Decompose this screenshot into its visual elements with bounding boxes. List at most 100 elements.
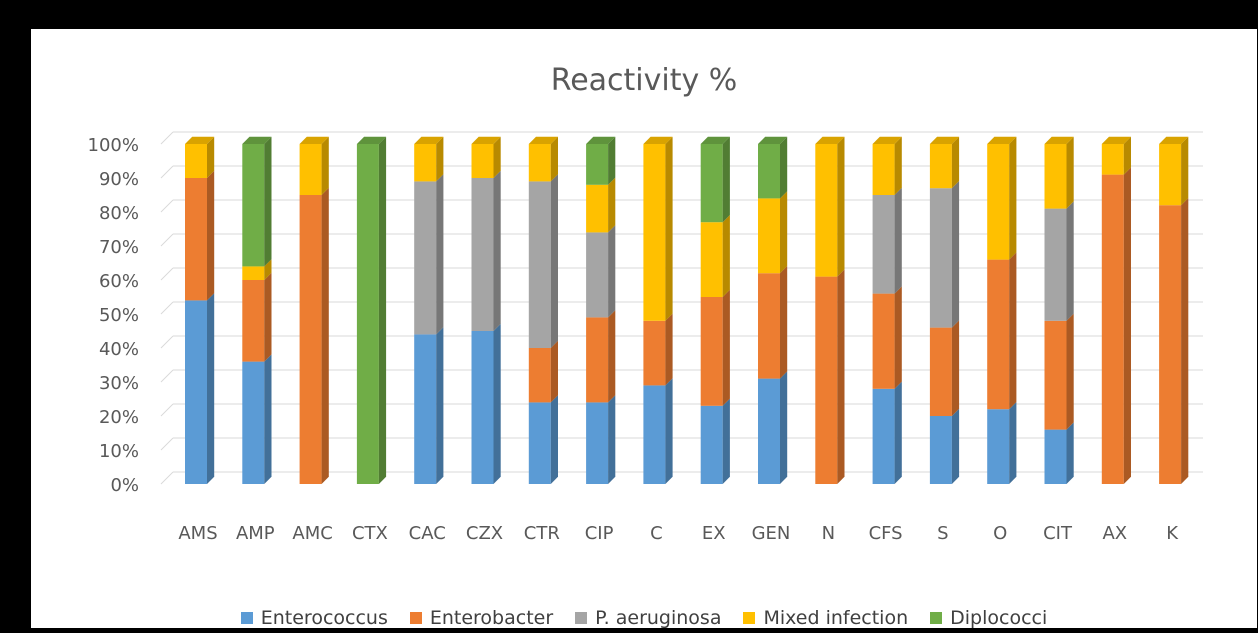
bar-segment	[414, 334, 437, 484]
bar-segment-top	[299, 136, 329, 144]
bar-segment	[700, 222, 723, 297]
bar-segment	[815, 276, 838, 484]
x-tick-label: O	[993, 523, 1007, 544]
bar-segment-top	[1101, 136, 1131, 144]
x-tick-label: CIP	[585, 523, 614, 544]
bar-segment-top	[987, 136, 1017, 144]
x-tick-label: S	[937, 523, 948, 544]
legend-item: Diplococci	[930, 607, 1047, 629]
bar-segment	[987, 144, 1010, 260]
bar-segment-top	[700, 136, 730, 144]
bar-segment	[643, 385, 666, 484]
x-tick-label: GEN	[752, 523, 791, 544]
bar-segment	[929, 416, 952, 484]
bar-segment	[758, 198, 780, 274]
bar-segment-side	[951, 408, 960, 484]
gridline-slant	[160, 437, 174, 451]
bar-segment-side	[207, 293, 215, 484]
y-tick-label: 90%	[99, 169, 139, 190]
chart-title: Reactivity %	[550, 63, 738, 98]
bar-segment	[872, 195, 895, 294]
bar-segment-top	[1159, 136, 1189, 144]
bar-segment-side	[550, 174, 558, 348]
bar-segment-side	[550, 340, 558, 403]
legend-item: Enterobacter	[409, 607, 553, 629]
bar-segment-side	[722, 136, 730, 223]
bar-segment	[1101, 144, 1124, 175]
legend-item: P. aeruginosa	[575, 607, 721, 629]
bar-segment-side	[264, 354, 272, 484]
bar-segment	[1044, 144, 1067, 209]
bar-segment-side	[780, 191, 788, 274]
y-tick-label: 0%	[110, 475, 139, 496]
bar-segment-top	[471, 136, 501, 144]
bar-segment-top	[872, 136, 902, 144]
legend-label: Enterococcus	[260, 607, 388, 629]
bar-segment-side	[722, 289, 730, 406]
y-tick-label: 80%	[99, 203, 139, 224]
plot-svg: 0% 10% 20% 30% 40% 50% 60% 70% 80% 90% 100% AMS AMP A…	[88, 131, 1203, 544]
x-tick-label: CIT	[1043, 523, 1073, 544]
bar-segment	[586, 144, 609, 185]
legend-label: Mixed infection	[763, 607, 909, 629]
bar-segment	[929, 327, 952, 416]
bar-segment-side	[608, 225, 616, 318]
bar-segment-side	[894, 286, 902, 389]
bar-segment-side	[608, 177, 616, 233]
bar-segment	[528, 144, 551, 182]
bar-segment	[528, 181, 551, 348]
bar-segment-top	[643, 136, 673, 144]
bar-segment	[185, 300, 207, 484]
bar-segment-top	[586, 136, 616, 144]
x-tick-label: EX	[702, 523, 726, 544]
bar-segment-side	[321, 187, 329, 485]
legend-swatch	[575, 612, 588, 624]
bar-segment-top	[185, 136, 215, 144]
bar-segment-side	[1123, 167, 1131, 484]
x-tick-label: AMC	[292, 523, 332, 544]
bar-segment	[242, 361, 265, 484]
bar-segment-side	[837, 136, 845, 277]
y-tick-label: 50%	[99, 305, 139, 326]
bar-segment-top	[356, 136, 387, 144]
bar-segment-side	[1066, 313, 1074, 430]
bar-segment-top	[929, 136, 960, 144]
bar-segment-side	[436, 327, 444, 484]
chart-area: Reactivity % 0% 10% 20% 30% 40% 50% 60% 70% 80% 9…	[31, 29, 1257, 629]
bar-segment-side	[951, 136, 960, 189]
x-tick-label: AX	[1102, 523, 1127, 544]
bar-segment-side	[837, 269, 845, 484]
bar-segment-side	[722, 398, 730, 484]
gridline-slant	[160, 267, 174, 281]
bar-segment-side	[264, 136, 272, 267]
x-tick-label: CFS	[869, 523, 903, 544]
bar-segment	[242, 280, 265, 362]
bar-segment-side	[207, 170, 215, 301]
bar-segment	[528, 348, 551, 403]
bar-segment-side	[608, 136, 616, 185]
bar-segment	[185, 178, 207, 301]
bar-segment-side	[436, 174, 444, 335]
bar-segment-top	[242, 136, 272, 144]
bar-segment	[471, 144, 494, 178]
y-tick-label: 70%	[99, 237, 139, 258]
bar-segment	[1044, 320, 1067, 430]
bar-segment-side	[264, 272, 272, 362]
bar-segment	[1159, 205, 1182, 484]
gridline-slant	[160, 369, 174, 383]
bar-segment	[643, 144, 666, 321]
bar-segment	[700, 405, 723, 484]
legend-item: Enterococcus	[240, 607, 388, 629]
gridline-slant	[160, 335, 174, 349]
legend-swatch	[240, 612, 253, 624]
bar-segment	[758, 273, 780, 379]
bar-segment-side	[951, 181, 960, 328]
bar-segment	[299, 195, 322, 484]
bar-segment	[758, 144, 780, 199]
legend-swatch	[743, 612, 756, 624]
bar-segment-side	[780, 136, 788, 199]
bar-segment-side	[1009, 402, 1017, 484]
bar-segment	[414, 181, 437, 335]
legend-swatch	[409, 612, 422, 624]
bar-segment	[929, 144, 952, 189]
